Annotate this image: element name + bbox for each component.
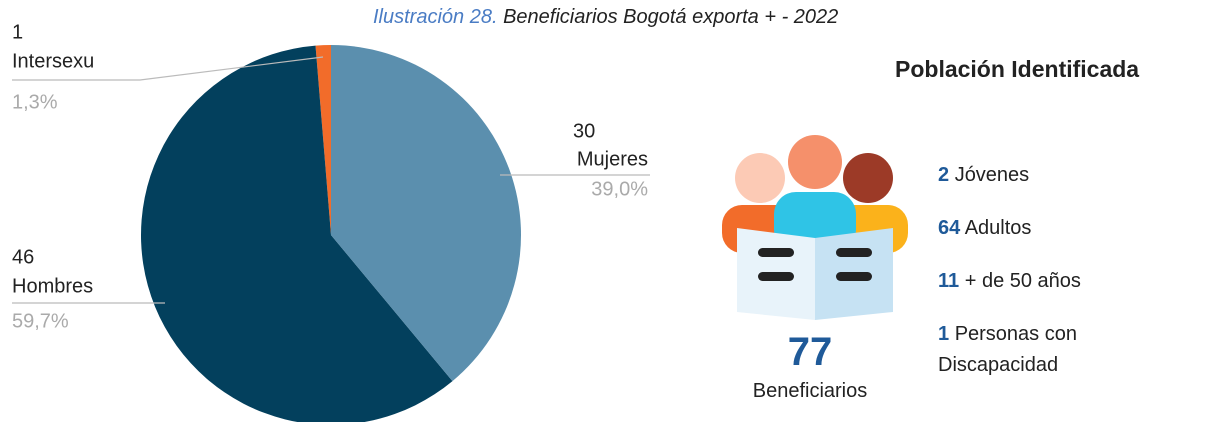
item-value: 64 [938,217,961,239]
item-value: 11 [938,270,960,292]
value-label: 30 [573,120,595,142]
labels: 30 Mujeres 39,0% 46 Hombres 59,7% 1 Intersexu 1,… [12,21,650,332]
pie-slice [331,45,521,382]
caption-label: Ilustración 28. [373,6,498,28]
item-value: 1 [938,323,950,345]
item-list: 2 Jóvenes 64 Adultos 11 + de 50 años 1 Pers… [938,160,1113,403]
item-label: Jóvenes [954,164,1030,186]
total: 77 [787,330,833,374]
percent-label: 1,3% [12,91,58,113]
caption-text: Beneficiarios Bogotá exporta + - 2022 [503,6,839,28]
category-label: Mujeres [577,148,648,170]
caption: Ilustración 28. Beneficiarios Bogotá exp… [373,6,838,29]
percent-label: 59,7% [12,310,69,332]
category-label: Hombres [12,275,93,297]
pie-slice [141,45,453,422]
item: 64 Adultos [938,213,1113,244]
category-label: Intersexu [12,50,94,72]
item-label: Adultos [964,217,1032,239]
item-value: 2 [938,164,950,186]
item-label: Personas con Discapacidad [938,323,1077,376]
leader-line [12,56,324,81]
pie-slice [315,45,331,235]
total-label: Beneficiarios [752,380,868,402]
percent-label: 39,0% [591,178,648,200]
item-label: + de 50 años [964,270,1081,292]
item: 1 Personas con Discapacidad [938,319,1113,381]
value-label: 46 [12,246,34,268]
item: 2 Jóvenes [938,160,1113,191]
panel-title: Población Identificada [895,56,1140,82]
icon [722,135,908,320]
value-label: 1 [12,21,23,43]
item: 11 + de 50 años [938,266,1113,297]
